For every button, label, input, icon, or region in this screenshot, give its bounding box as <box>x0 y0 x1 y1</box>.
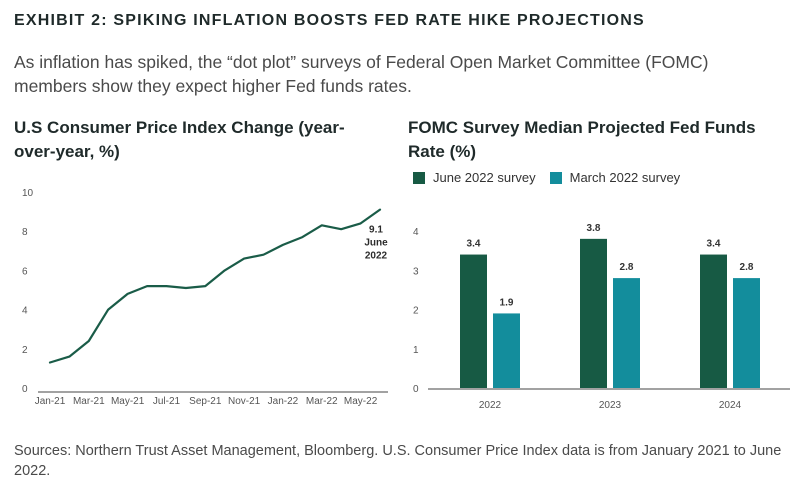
sources-note: Sources: Northern Trust Asset Management… <box>14 443 782 479</box>
bar-data-label: 3.4 <box>707 239 721 250</box>
cpi-series-line <box>48 208 382 364</box>
legend-item-june: June 2022 survey <box>413 170 536 185</box>
y-tick-label: 10 <box>22 188 34 199</box>
bar-june <box>460 254 487 388</box>
x-tick-label: 2023 <box>599 400 622 411</box>
exhibit-title: EXHIBIT 2: SPIKING INFLATION BOOSTS FED … <box>14 12 645 29</box>
y-tick-label: 3 <box>413 266 419 277</box>
bar-march <box>613 278 640 388</box>
x-tick-label: Jan-22 <box>268 396 299 407</box>
y-tick-label: 4 <box>413 227 419 238</box>
bar-march <box>493 313 520 388</box>
cpi-chart-title: U.S Consumer Price Index Change (year-ov… <box>14 118 345 161</box>
x-tick-label: 2024 <box>719 400 742 411</box>
legend-label-june: June 2022 survey <box>433 170 536 185</box>
bar-data-label: 1.9 <box>500 297 514 308</box>
bar-june <box>580 238 607 388</box>
x-tick-label: May-22 <box>344 396 378 407</box>
cpi-annotation-text: June <box>364 238 388 249</box>
bar-data-label: 2.8 <box>740 262 754 273</box>
x-tick-label: Mar-22 <box>306 396 338 407</box>
y-tick-label: 4 <box>22 306 28 317</box>
x-tick-label: 2022 <box>479 400 502 411</box>
cpi-annotation-text: 2022 <box>365 251 388 262</box>
bar-data-label: 3.8 <box>587 223 601 234</box>
x-tick-label: Jul-21 <box>153 396 181 407</box>
y-tick-label: 6 <box>22 266 28 277</box>
legend-swatch-june <box>413 171 425 184</box>
cpi-annotation-text: 9.1 <box>369 225 383 236</box>
y-tick-label: 0 <box>413 384 419 395</box>
fomc-bar-chart: 0 1 2 3 4 3.4 1.9 2022 3.8 2.8 2023 3.4 2.8 2024 <box>413 223 790 411</box>
x-tick-label: Jan-21 <box>35 396 66 407</box>
y-tick-label: 2 <box>413 306 419 317</box>
y-tick-label: 1 <box>413 345 419 356</box>
x-tick-label: Sep-21 <box>189 396 222 407</box>
bar-june <box>700 254 727 388</box>
bar-march <box>733 278 760 388</box>
y-tick-label: 8 <box>22 227 28 238</box>
fomc-chart-title: FOMC Survey Median Projected Fed Funds R… <box>408 118 756 161</box>
bar-data-label: 2.8 <box>620 262 634 273</box>
x-tick-label: May-21 <box>111 396 145 407</box>
exhibit-subtitle: As inflation has spiked, the “dot plot” … <box>14 52 709 96</box>
cpi-line-chart: 0 2 4 6 8 10 Jan-21 Mar-21 May-21 Jul-21 Sep-21 Nov… <box>22 188 388 407</box>
legend-swatch-march <box>549 171 562 184</box>
bar-data-label: 3.4 <box>467 239 481 250</box>
legend-label-march: March 2022 survey <box>569 170 681 185</box>
x-tick-label: Mar-21 <box>73 396 105 407</box>
y-tick-label: 2 <box>22 345 28 356</box>
fomc-legend: June 2022 survey March 2022 survey <box>413 170 694 185</box>
x-tick-label: Nov-21 <box>228 396 261 407</box>
legend-item-march: March 2022 survey <box>549 170 681 185</box>
y-tick-label: 0 <box>22 384 28 395</box>
